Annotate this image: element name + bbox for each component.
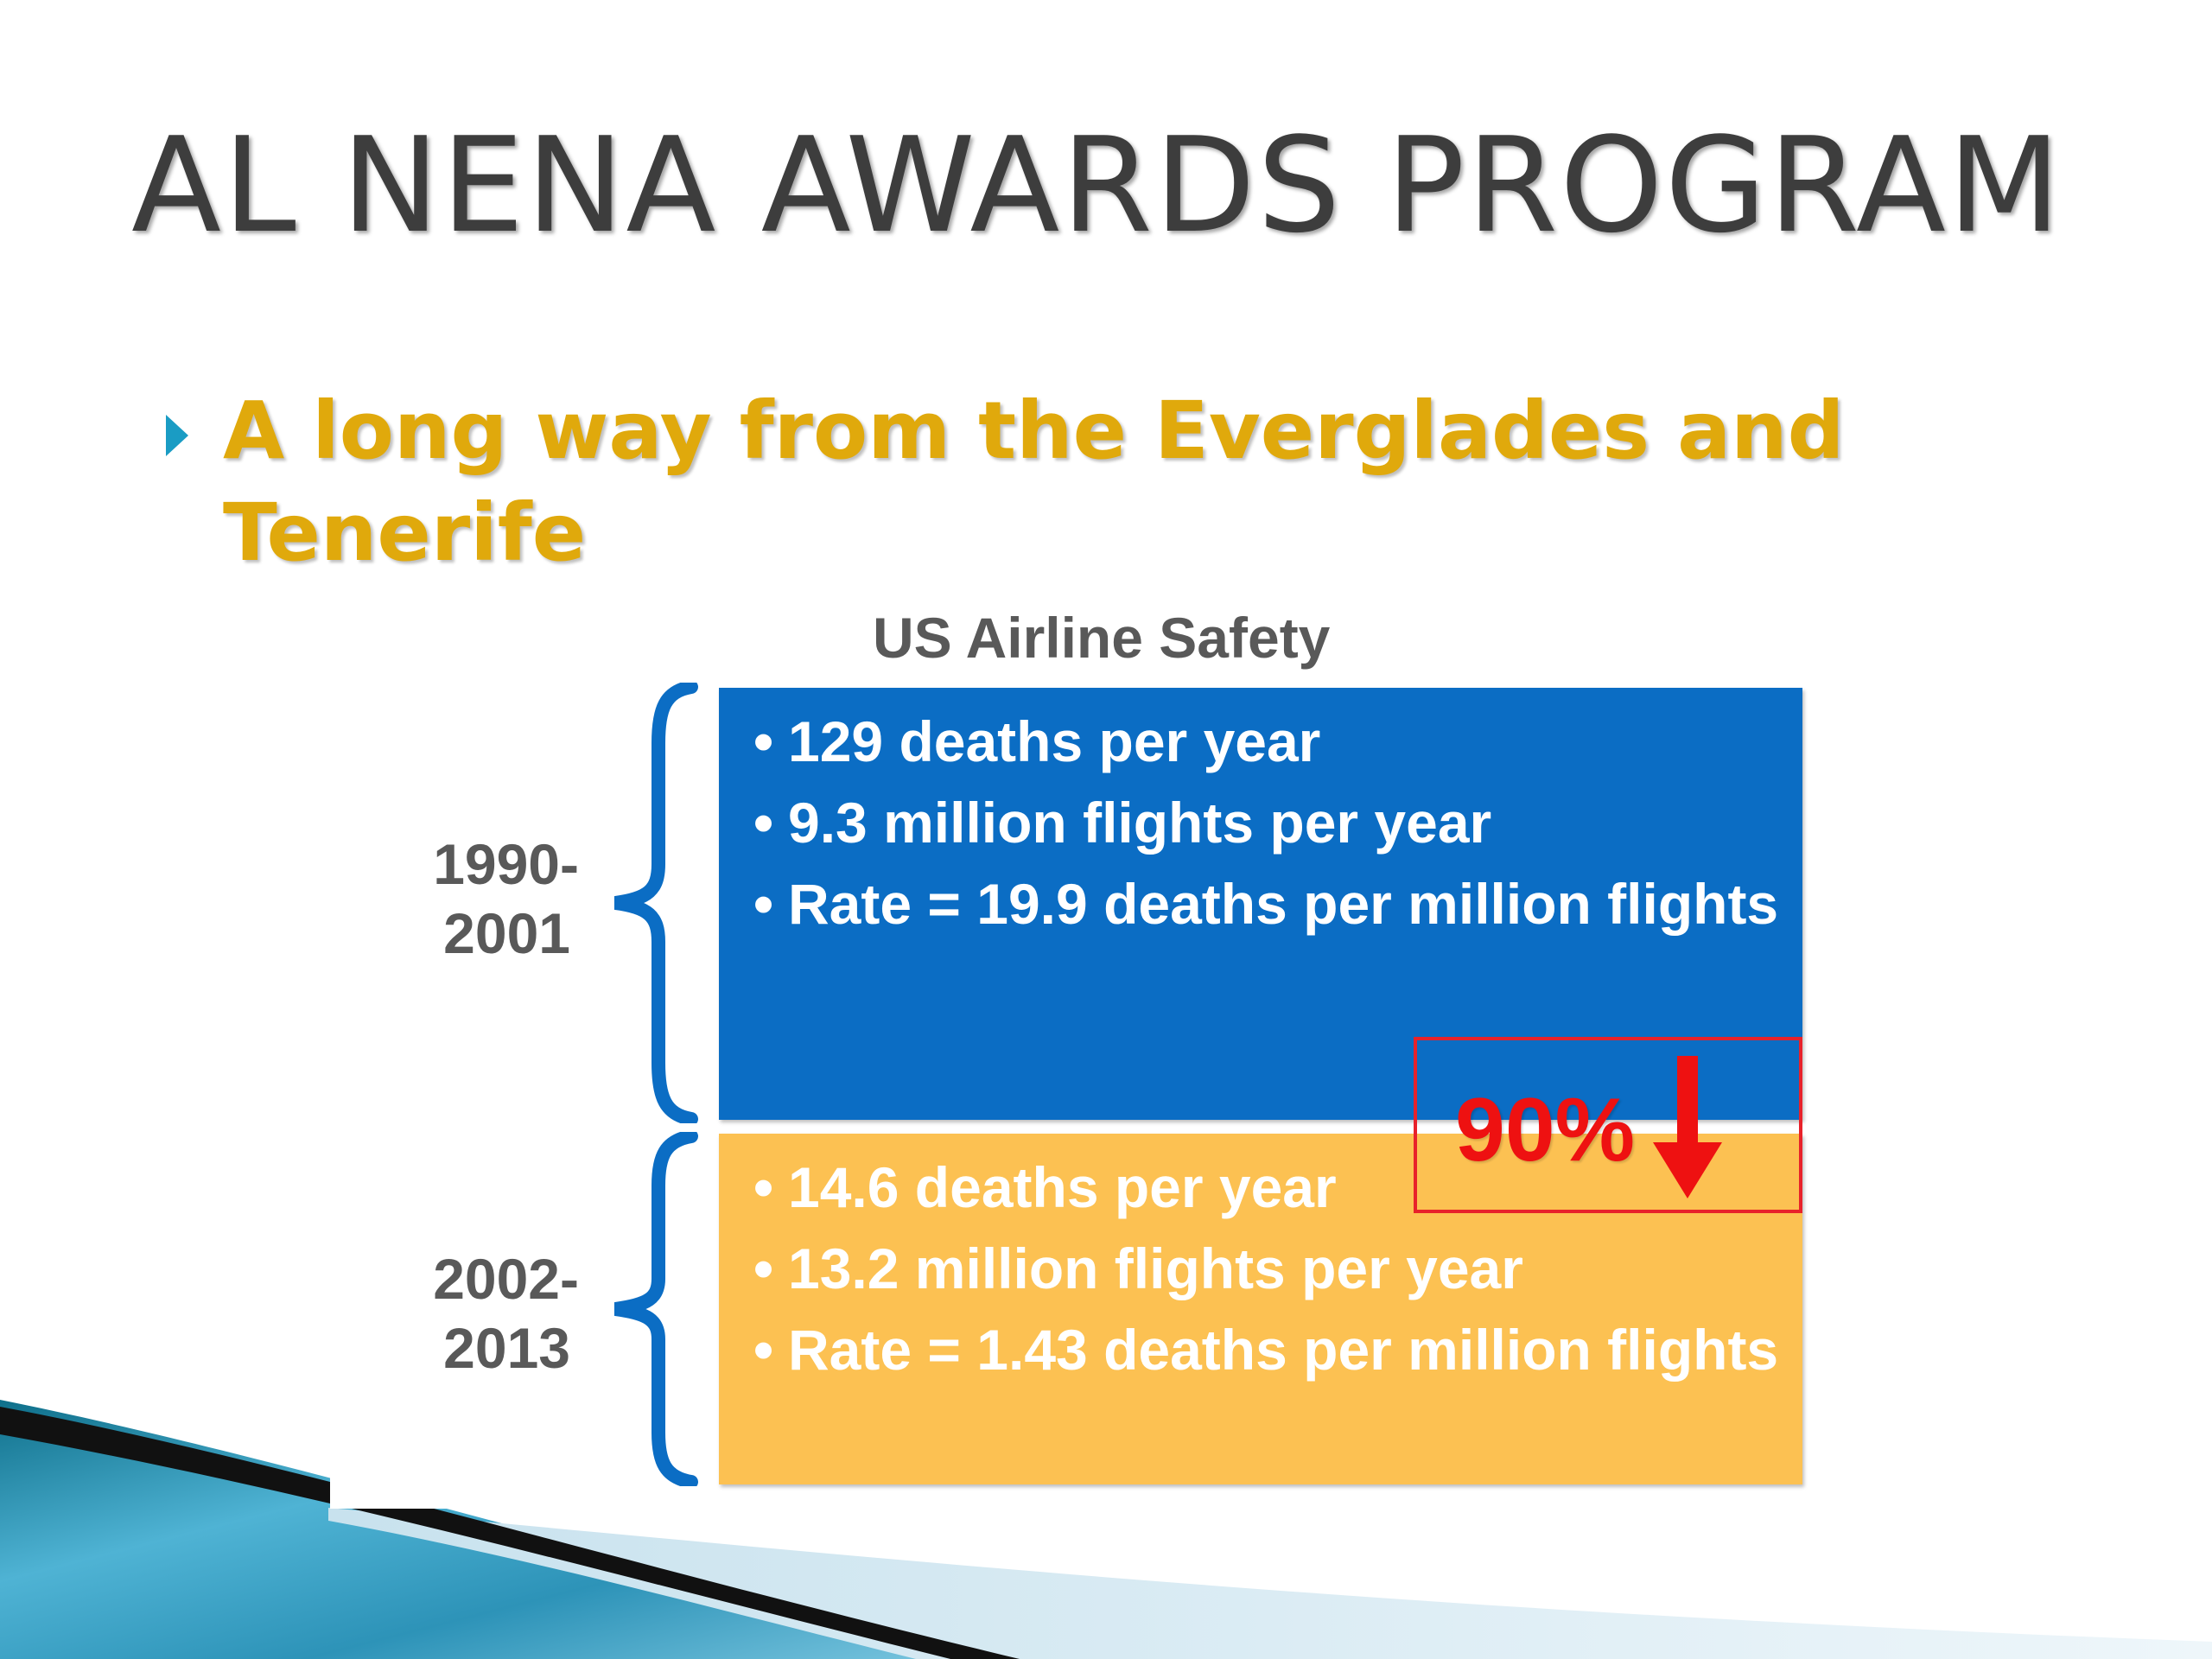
period-label-line1: 1990-: [433, 832, 579, 896]
period-label-line2: 2013: [443, 1316, 570, 1380]
list-item: 14.6 deaths per year: [753, 1153, 1802, 1222]
list-item: 13.2 million flights per year: [753, 1234, 1802, 1303]
list-item: Rate = 1.43 deaths per million flights: [753, 1315, 1802, 1384]
reduction-callout: 90%: [1414, 1037, 1802, 1213]
reduction-percent: 90%: [1455, 1080, 1636, 1180]
stats-list: 14.6 deaths per year 13.2 million flight…: [719, 1134, 1802, 1384]
period-box-2002-2013: 14.6 deaths per year 13.2 million flight…: [719, 1134, 1802, 1484]
arrow-down-icon: [1653, 1056, 1722, 1198]
brace-2002-2013: [613, 1132, 698, 1486]
list-item: 9.3 million flights per year: [753, 788, 1802, 857]
stats-list: 129 deaths per year 9.3 million flights …: [719, 688, 1802, 938]
period-label-line1: 2002-: [433, 1247, 579, 1311]
list-item: 129 deaths per year: [753, 707, 1802, 776]
period-label-2002-2013: 2002- 2013: [320, 1244, 579, 1382]
list-item: Rate = 19.9 deaths per million flights: [753, 869, 1802, 938]
period-box-1990-2001: 129 deaths per year 9.3 million flights …: [719, 688, 1802, 1120]
brace-1990-2001: [613, 683, 698, 1123]
triangle-right-icon: [166, 415, 188, 456]
diagram-title: US Airline Safety: [873, 606, 1331, 670]
period-label-line2: 2001: [443, 901, 570, 965]
bullet-text: A long way from the Everglades and Tener…: [223, 385, 1845, 579]
period-label-1990-2001: 1990- 2001: [320, 830, 579, 968]
page-title: AL NENA AWARDS PROGRAM: [131, 109, 2063, 262]
